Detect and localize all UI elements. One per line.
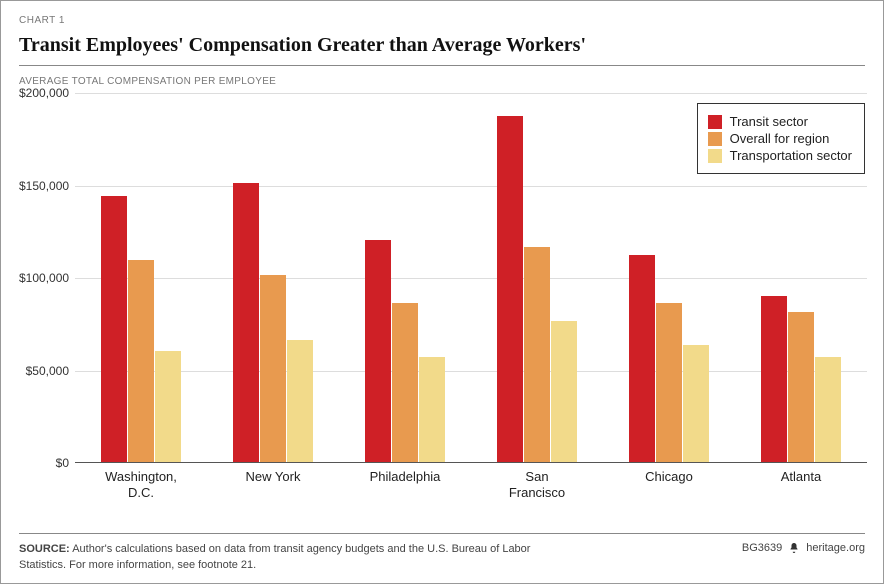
x-tick-label: Chicago: [603, 469, 735, 485]
gridline: [75, 93, 867, 94]
bar-group: [761, 296, 841, 463]
bar-transport: [155, 351, 181, 462]
legend-item: Transit sector: [708, 114, 852, 129]
legend-label: Transit sector: [730, 114, 808, 129]
chart-number: CHART 1: [19, 15, 865, 26]
bar-group: [629, 255, 709, 462]
y-tick-label: $150,000: [19, 179, 69, 193]
bar-transit: [365, 240, 391, 462]
gridline: [75, 371, 867, 372]
footer: SOURCE: Author's calculations based on d…: [19, 533, 865, 573]
bar-transit: [629, 255, 655, 462]
bar-transport: [287, 340, 313, 462]
bar-group: [365, 240, 445, 462]
y-tick-label: $50,000: [19, 364, 69, 378]
source-body: Author's calculations based on data from…: [19, 543, 530, 570]
doc-id: BG3639: [742, 542, 782, 554]
x-tick-label: Philadelphia: [339, 469, 471, 485]
bar-group: [497, 116, 577, 462]
legend-item: Overall for region: [708, 131, 852, 146]
legend: Transit sector Overall for region Transpor…: [697, 103, 865, 174]
bar-transport: [683, 345, 709, 462]
bar-overall: [524, 247, 550, 462]
bar-transit: [233, 183, 259, 462]
attribution: BG3639 heritage.org: [742, 542, 865, 554]
bar-transport: [551, 321, 577, 462]
chart-subtitle: AVERAGE TOTAL COMPENSATION PER EMPLOYEE: [19, 76, 865, 87]
legend-swatch: [708, 149, 722, 163]
x-tick-label: Washington,D.C.: [75, 469, 207, 502]
legend-label: Transportation sector: [730, 148, 852, 163]
gridline: [75, 278, 867, 279]
bar-transit: [497, 116, 523, 462]
x-tick-label: New York: [207, 469, 339, 485]
bell-icon: [788, 542, 800, 554]
bar-overall: [788, 312, 814, 462]
source-label: SOURCE:: [19, 543, 70, 555]
y-tick-label: $100,000: [19, 271, 69, 285]
bar-overall: [392, 303, 418, 462]
legend-item: Transportation sector: [708, 148, 852, 163]
legend-label: Overall for region: [730, 131, 830, 146]
bar-group: [101, 196, 181, 462]
title-rule: [19, 65, 865, 66]
x-tick-label: Atlanta: [735, 469, 867, 485]
bar-transit: [761, 296, 787, 463]
bar-overall: [656, 303, 682, 462]
legend-swatch: [708, 115, 722, 129]
bar-transport: [419, 357, 445, 462]
chart-title: Transit Employees' Compensation Greater …: [19, 34, 865, 57]
y-tick-label: $0: [19, 456, 69, 470]
legend-swatch: [708, 132, 722, 146]
x-tick-label: SanFrancisco: [471, 469, 603, 502]
bar-transport: [815, 357, 841, 462]
bar-transit: [101, 196, 127, 462]
gridline: [75, 186, 867, 187]
site-label: heritage.org: [806, 542, 865, 554]
source-text: SOURCE: Author's calculations based on d…: [19, 542, 539, 573]
chart-area: $0$50,000$100,000$150,000$200,000 Washin…: [19, 93, 867, 503]
bar-overall: [128, 260, 154, 462]
bar-overall: [260, 275, 286, 462]
y-tick-label: $200,000: [19, 86, 69, 100]
bar-group: [233, 183, 313, 462]
